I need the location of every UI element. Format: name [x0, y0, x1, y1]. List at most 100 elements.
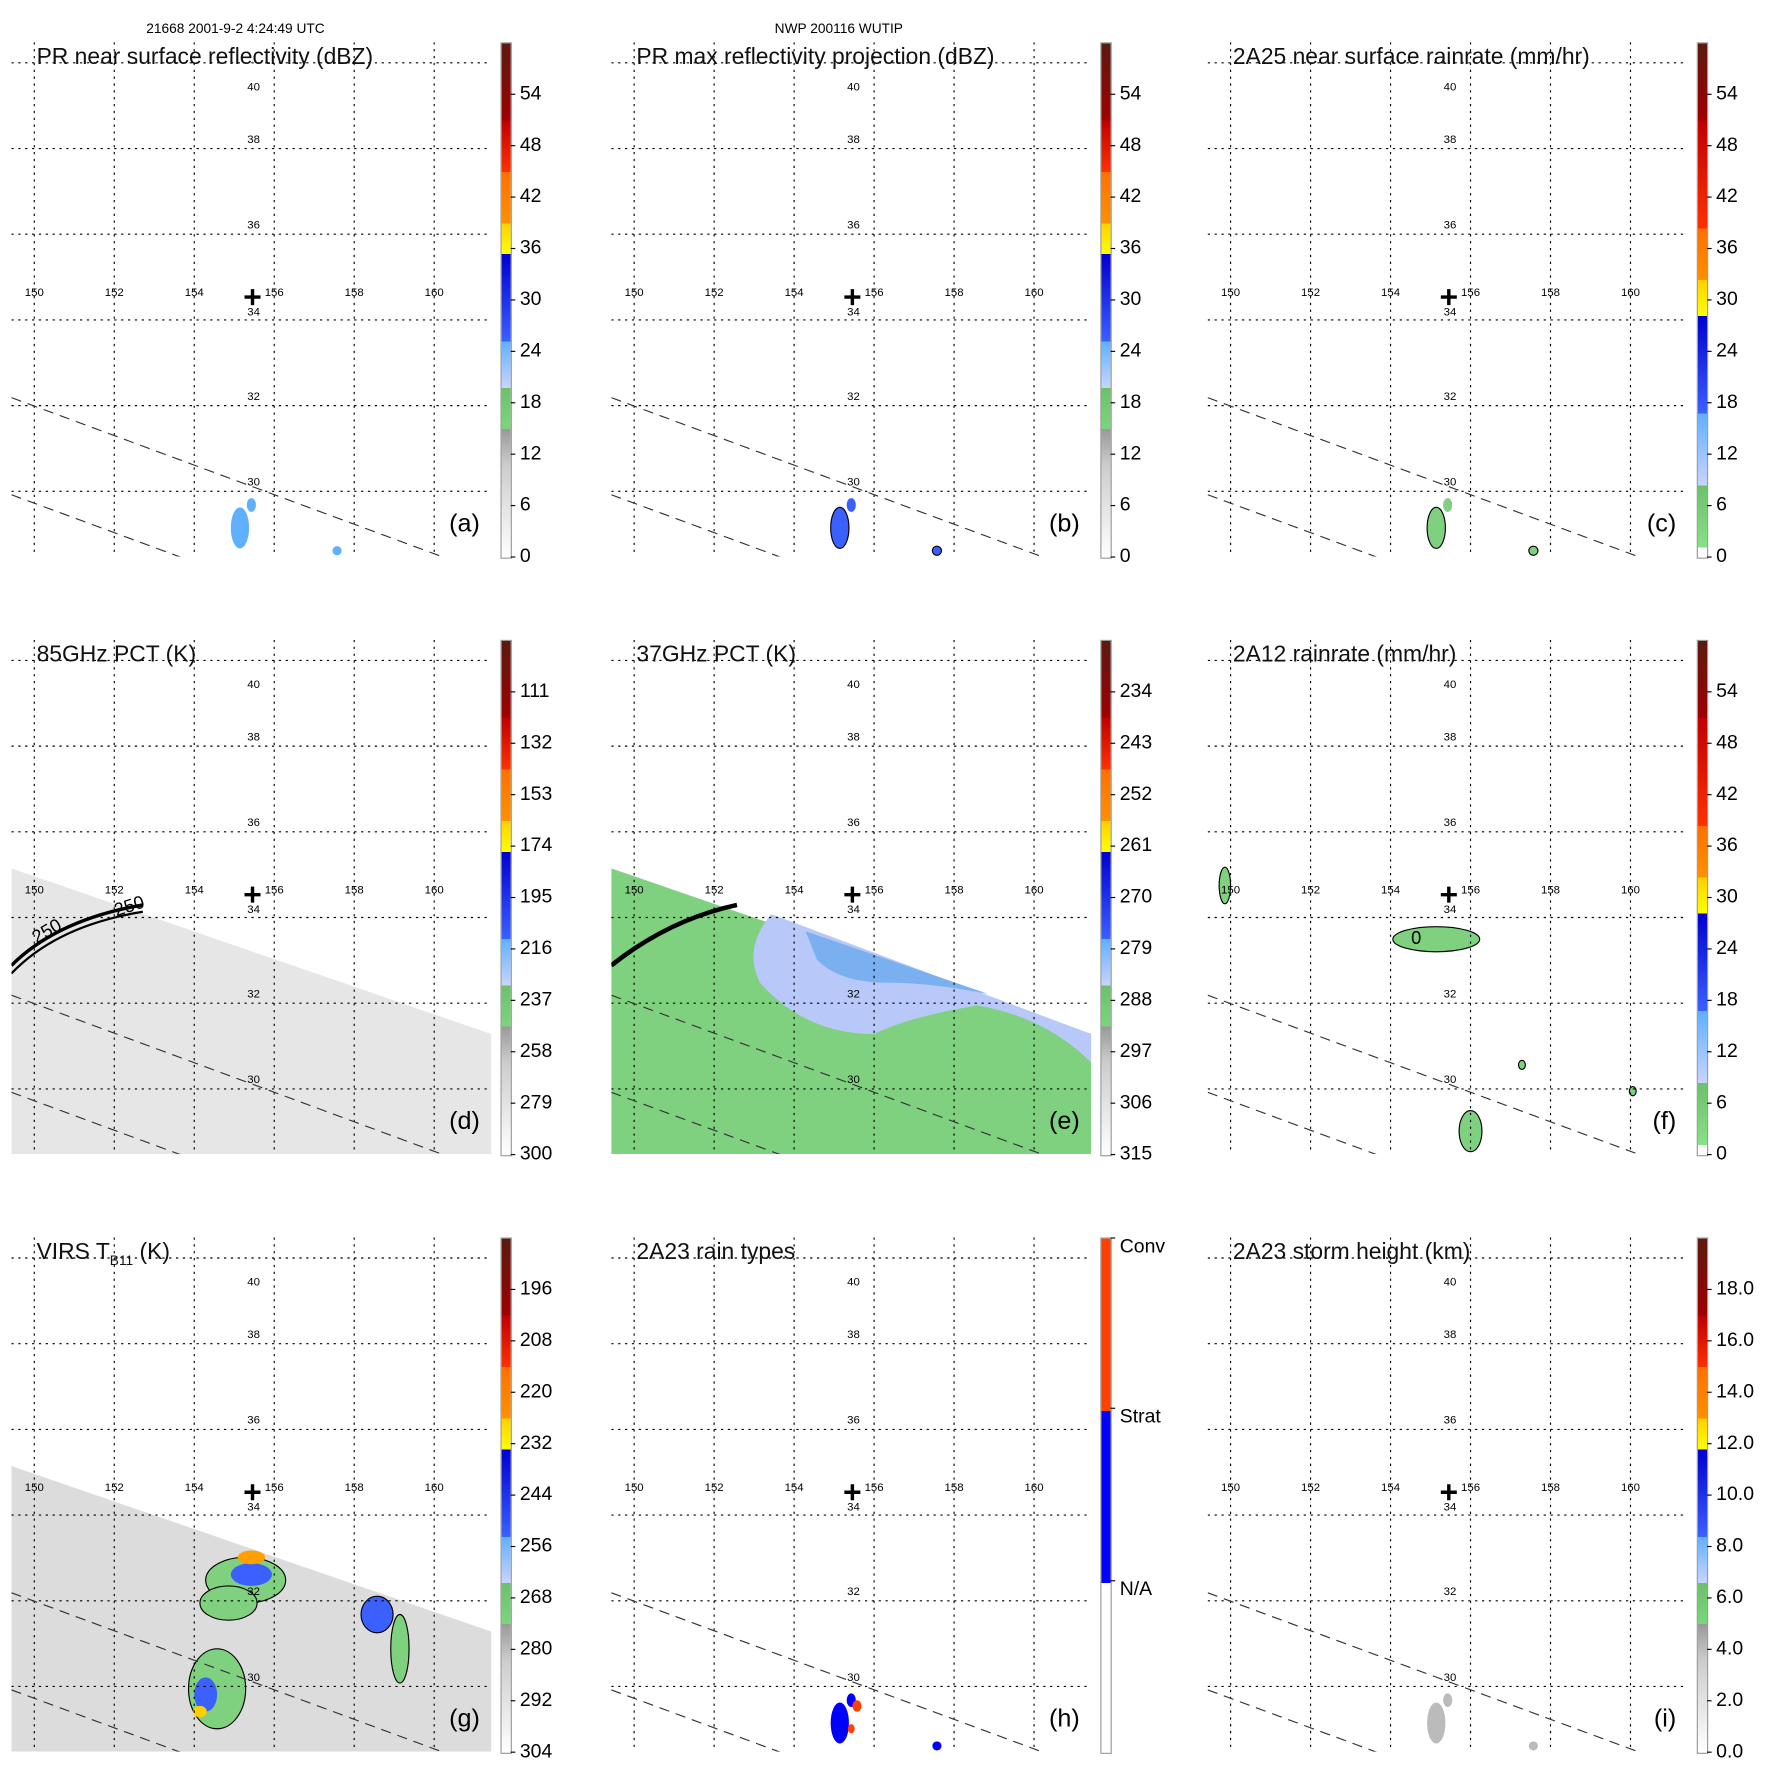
colorbar-tick-label: 288: [1119, 988, 1153, 1011]
lat-tick-label: 40: [247, 679, 260, 691]
convective-echo: [847, 1724, 855, 1734]
colorbar-tick: [1707, 453, 1712, 455]
lon-tick-label: 154: [185, 287, 205, 299]
lon-tick-label: 154: [785, 885, 805, 897]
colorbar-tick-label: 18.0: [1716, 1277, 1754, 1300]
swath-edge: [611, 1091, 781, 1155]
colorbar-tick: [1707, 556, 1712, 558]
colorbar-tick: [1110, 691, 1116, 693]
lat-tick-label: 30: [1444, 477, 1457, 489]
colorbar-tick: [1707, 1154, 1712, 1156]
colorbar-tick: [1110, 247, 1116, 250]
swath-edge: [1207, 1592, 1640, 1752]
colorbar-tick: [1110, 1407, 1116, 1409]
swath-edge: [11, 494, 181, 557]
panel-letter: (h): [1049, 1703, 1080, 1733]
colorbar-tick-label: 279: [1119, 936, 1153, 959]
colorbar-tick: [1110, 999, 1116, 1001]
colorbar-tick-label: 0: [1119, 545, 1131, 567]
map-plot: 150 152 154 156 158 160 40 38 36 34 32 30: [1207, 42, 1688, 557]
colorbar-tick: [510, 742, 516, 744]
rain-echo: [931, 545, 943, 556]
lat-tick-label: 30: [247, 1672, 260, 1684]
panel-title-text: VIRS T: [36, 1239, 110, 1265]
colorbar-tick-label: 306: [1119, 1091, 1153, 1113]
colorbar-tick-label: 54: [1119, 82, 1142, 104]
colorbar-tick-label: N/A: [1119, 1577, 1153, 1600]
storm-center-cross-icon: [844, 886, 861, 903]
lat-tick-label: 36: [847, 220, 860, 232]
colorbar-tick: [1707, 999, 1712, 1001]
colorbar-tick-label: 208: [519, 1328, 553, 1351]
rain-area: [1392, 926, 1481, 953]
colorbar-tick: [510, 845, 516, 847]
panel-g: 150 152 154 156 158 160 40 38 36 34 32 30 VIRS TB11 …: [11, 1237, 552, 1762]
lat-tick-label: 36: [1444, 220, 1457, 232]
colorbar-tick: [510, 999, 516, 1001]
rain-area: [1517, 1059, 1526, 1071]
rain-echo: [1443, 498, 1453, 512]
colorbar-tick-label: 48: [1716, 731, 1738, 753]
colorbar-tick-label: 6: [519, 493, 531, 516]
colorbar-tick-label: 48: [1119, 133, 1142, 156]
colorbar-tick: [510, 794, 516, 796]
storm-center-cross-icon: [1440, 1484, 1457, 1501]
colorbar-tick-label: 216: [519, 936, 553, 959]
colorbar-tick-label: 292: [519, 1688, 553, 1711]
panel-title: 2A23 rain types: [636, 1240, 795, 1266]
panel-title: 37GHz PCT (K): [636, 642, 796, 668]
colorbar-tick-label: 48: [1716, 133, 1738, 156]
swath-edge: [611, 1689, 781, 1752]
colorbar-tick-label: 195: [519, 885, 553, 908]
colorbar: [500, 1237, 512, 1754]
colorbar-tick-label: 30: [519, 287, 542, 310]
lat-tick-label: 32: [247, 1586, 260, 1598]
lat-tick-label: 34: [847, 306, 860, 318]
panel-title-suffix: (K): [133, 1239, 170, 1265]
colorbar-tick-label: 132: [519, 731, 553, 753]
colorbar-tick: [1110, 145, 1116, 147]
colorbar-tick-label: 243: [1119, 731, 1153, 753]
colorbar-tick: [1110, 794, 1116, 796]
colorbar-tick: [1707, 1102, 1712, 1104]
colorbar: [1696, 639, 1709, 1157]
storm-center-cross-icon: [844, 289, 861, 306]
colorbar-tick: [1110, 453, 1116, 455]
lon-tick-label: 156: [865, 885, 884, 897]
panel-title-text: PR max reflectivity projection (dBZ): [636, 44, 995, 70]
swath-edge: [1207, 397, 1640, 557]
colorbar-tick-label: 252: [1119, 782, 1153, 805]
panel-letter: (b): [1049, 508, 1080, 538]
lon-tick-label: 152: [705, 1482, 724, 1494]
colorbar-tick: [510, 691, 516, 693]
colorbar-tick-label: 153: [519, 782, 553, 805]
lat-tick-label: 40: [847, 679, 860, 691]
lat-tick-label: 32: [847, 1586, 860, 1598]
rain-echo: [1528, 545, 1539, 556]
lat-tick-label: 36: [247, 1415, 260, 1427]
swath-edge: [1207, 1689, 1377, 1752]
panel-title: PR near surface reflectivity (dBZ): [37, 45, 374, 71]
colorbar-tick-label: 42: [1119, 185, 1142, 207]
contour: [611, 902, 738, 968]
lat-tick-label: 36: [847, 1415, 860, 1427]
colorbar-tick-label: 232: [519, 1431, 553, 1454]
lon-tick-label: 152: [1301, 287, 1320, 299]
colorbar-tick-label: 220: [519, 1380, 553, 1402]
contour-250: [11, 910, 144, 975]
lat-tick-label: 36: [847, 817, 860, 829]
rain-echo: [846, 498, 856, 512]
lat-tick-label: 30: [847, 1672, 860, 1684]
colorbar-tick-label: 12: [1716, 1039, 1738, 1062]
colorbar-tick-label: 18: [1119, 390, 1142, 413]
colorbar-tick: [1110, 93, 1116, 95]
cold-cloud-area: [360, 1595, 394, 1634]
colorbar-tick-label: 24: [1716, 339, 1738, 362]
lon-tick-label: 158: [345, 885, 364, 897]
lon-tick-label: 158: [945, 885, 964, 897]
colorbar-tick-label: 234: [1119, 679, 1153, 702]
lon-tick-label: 158: [345, 1482, 364, 1494]
lon-tick-label: 160: [425, 287, 444, 299]
colorbar-tick: [1110, 845, 1116, 847]
